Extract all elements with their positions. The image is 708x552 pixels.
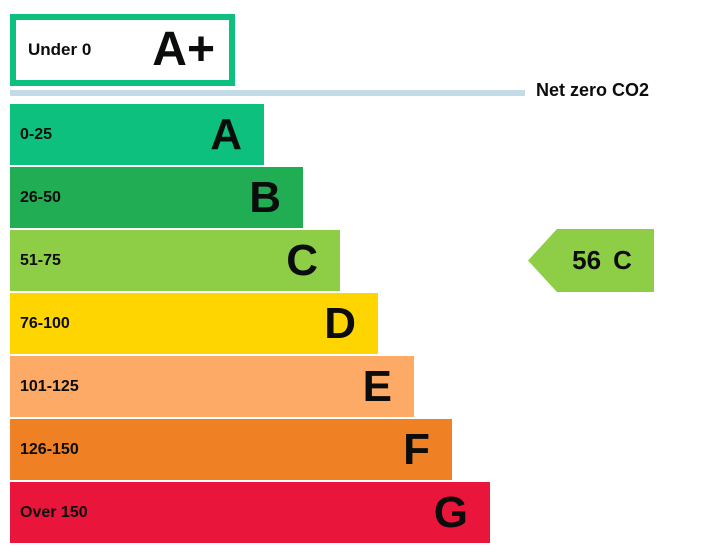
- net-zero-line: [10, 90, 525, 96]
- current-rating-pointer: 56 C: [528, 229, 654, 292]
- a-plus-grade-letter: A+: [152, 23, 215, 76]
- band-range-label: 101-125: [20, 377, 79, 395]
- band-range-label: 76-100: [20, 314, 70, 332]
- band-e: 101-125 E: [10, 356, 414, 417]
- current-rating-grade: C: [613, 245, 632, 275]
- band-range-label: 126-150: [20, 440, 79, 458]
- band-range-label: 51-75: [20, 251, 61, 269]
- net-zero-label: Net zero CO2: [536, 80, 650, 100]
- a-plus-band: Under 0 A+: [10, 14, 235, 86]
- band-grade-letter: G: [433, 487, 468, 537]
- band-grade-letter: B: [249, 172, 281, 222]
- band-g: Over 150 G: [10, 482, 490, 543]
- current-rating-value: 56: [572, 245, 602, 275]
- band-d: 76-100 D: [10, 293, 378, 354]
- band-grade-letter: A: [210, 109, 242, 159]
- a-plus-range-label: Under 0: [28, 40, 92, 59]
- band-f: 126-150 F: [10, 419, 452, 480]
- band-grade-letter: C: [286, 235, 318, 285]
- band-range-label: 0-25: [20, 125, 53, 143]
- band-c: 51-75 C: [10, 230, 340, 291]
- band-grade-letter: F: [403, 424, 430, 474]
- band-grade-letter: E: [362, 361, 392, 411]
- band-a: 0-25 A: [10, 104, 264, 165]
- band-range-label: 26-50: [20, 188, 61, 206]
- band-b: 26-50 B: [10, 167, 303, 228]
- band-range-label: Over 150: [20, 503, 88, 521]
- band-grade-letter: D: [324, 298, 356, 348]
